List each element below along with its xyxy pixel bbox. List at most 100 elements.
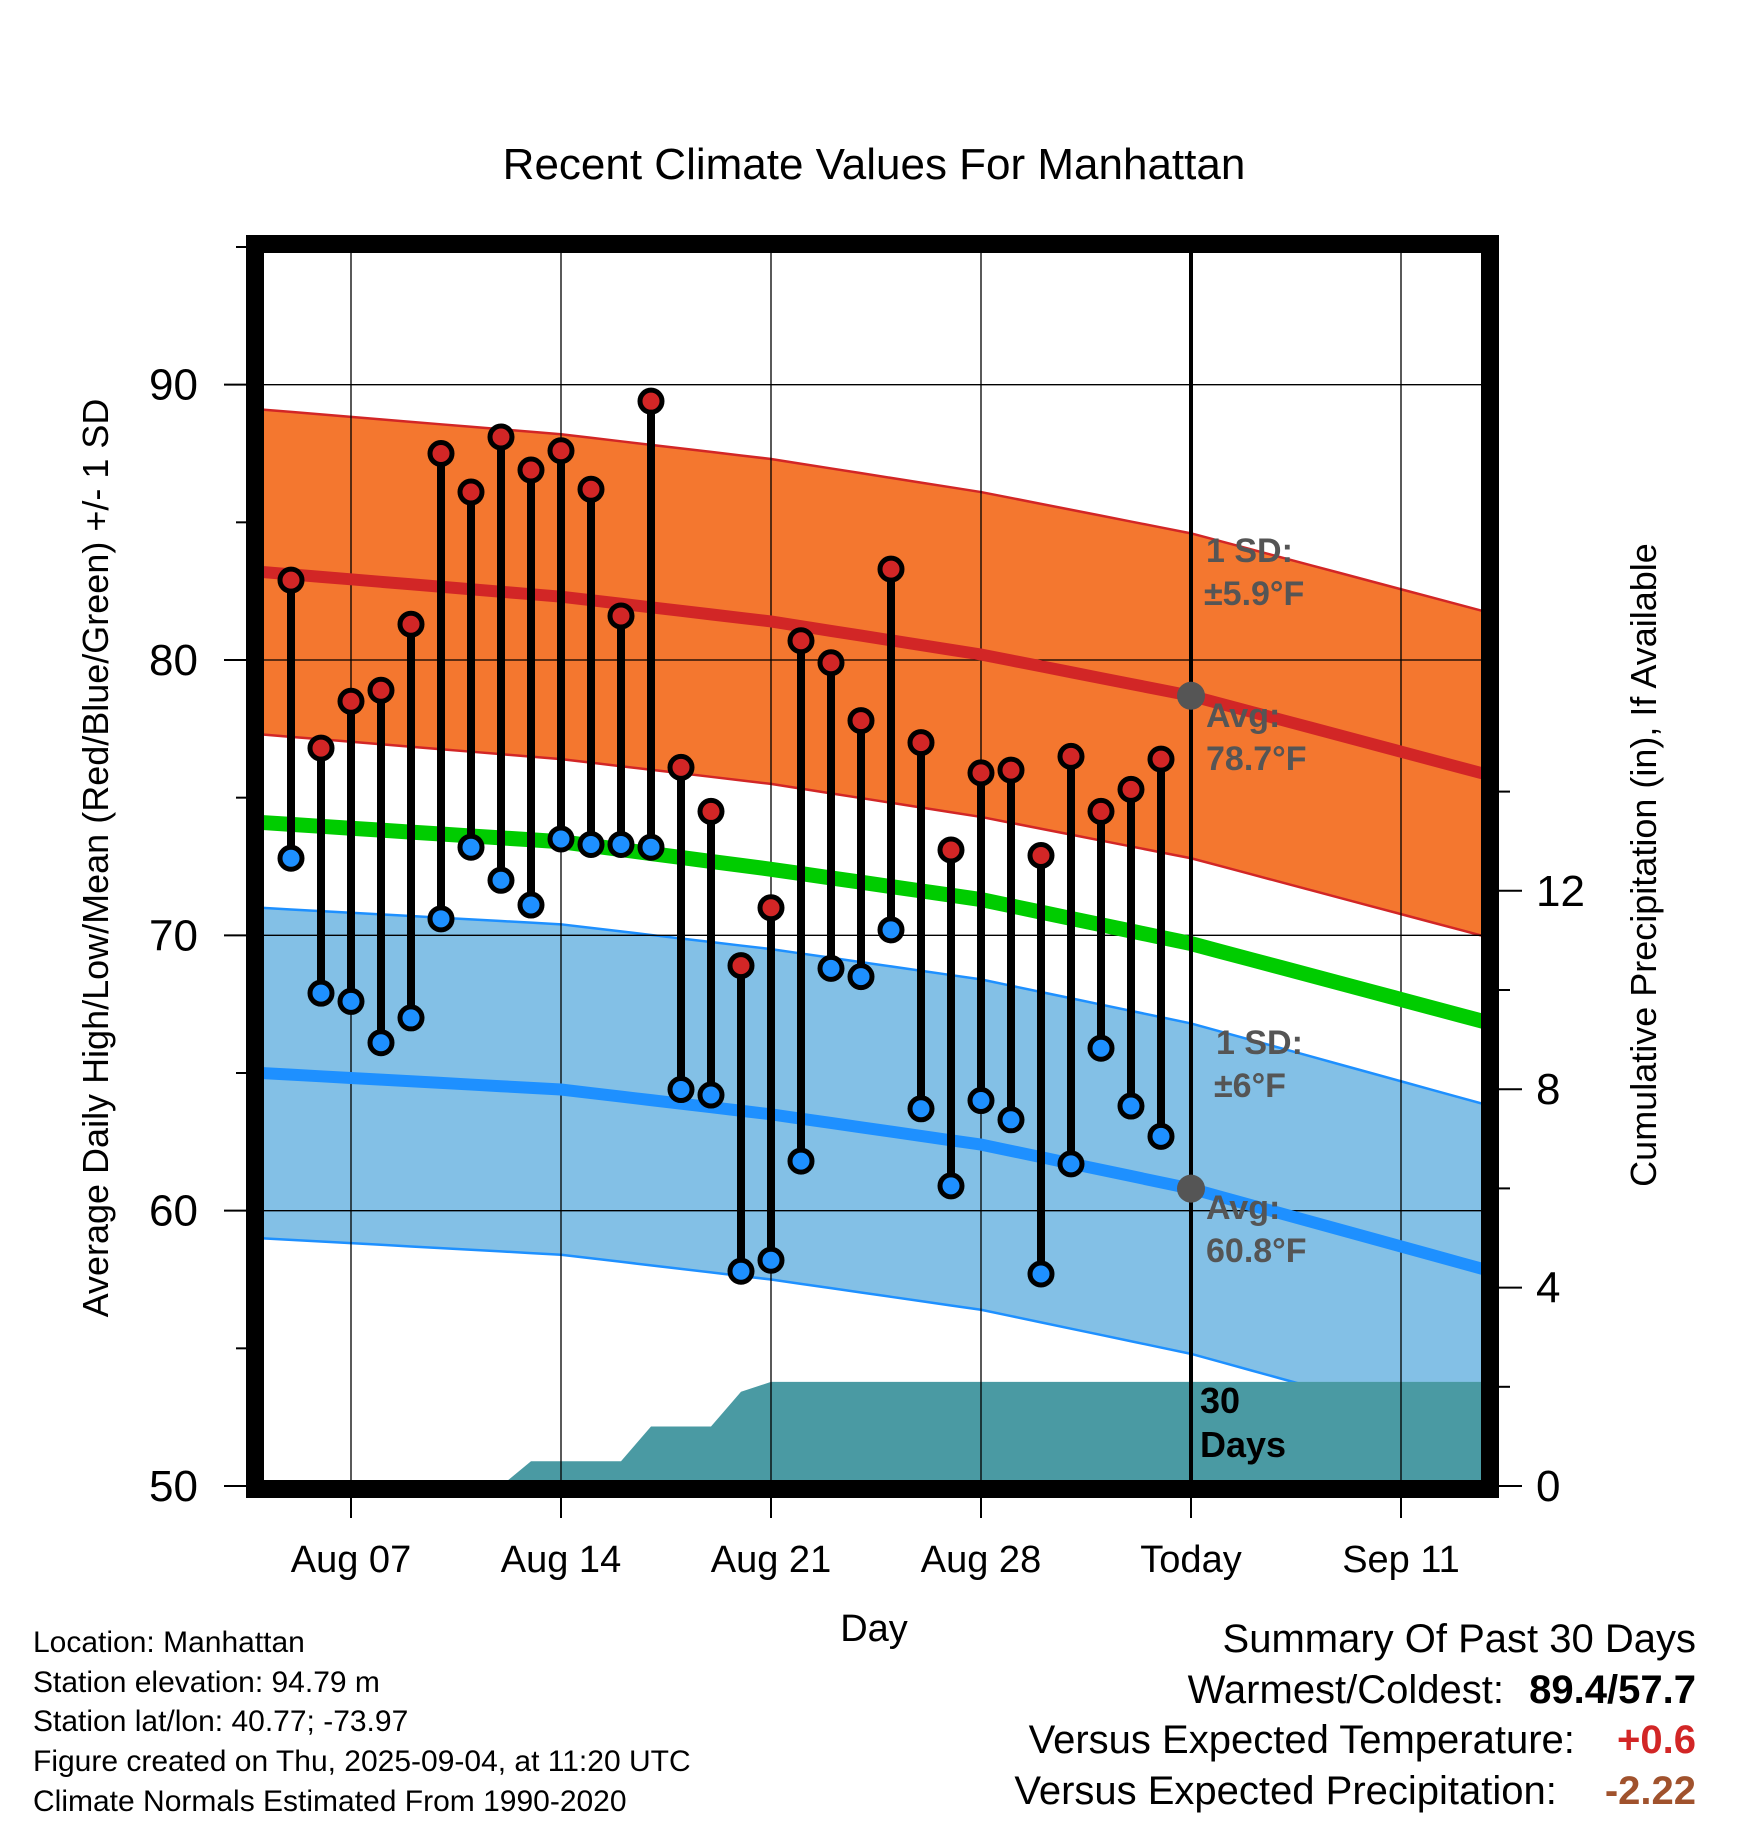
temp-anomaly-value: +0.6 (1617, 1718, 1696, 1762)
low-avg-value: 60.8°F (1206, 1232, 1307, 1270)
x-tick-label: Aug 07 (291, 1539, 411, 1581)
meta-created: Figure created on Thu, 2025-09-04, at 11… (33, 1745, 691, 1778)
meta-location: Location: Manhattan (33, 1626, 305, 1659)
daily-low-point (937, 1172, 965, 1200)
warm-cold-label: Warmest/Coldest: (1187, 1668, 1505, 1712)
daily-low-point (1147, 1122, 1175, 1150)
daily-low-point (667, 1076, 695, 1104)
low-sd-value: ±6°F (1214, 1067, 1286, 1105)
x-axis-label: Day (840, 1608, 908, 1650)
daily-high-point (847, 707, 875, 735)
meta-elevation: Station elevation: 94.79 m (33, 1666, 380, 1699)
y-tick-label: 80 (149, 636, 198, 685)
precip-label: Versus Expected Precipitation: (1014, 1769, 1557, 1813)
x-tick-label: Today (1140, 1539, 1241, 1581)
daily-high-point (367, 676, 395, 704)
daily-low-point (457, 833, 485, 861)
daily-high-point (547, 437, 575, 465)
daily-low-point (367, 1029, 395, 1057)
daily-low-point (1057, 1150, 1085, 1178)
daily-low-point (637, 833, 665, 861)
y-axis-label: Average Daily High/Low/Mean (Red/Blue/Gr… (75, 398, 116, 1318)
x-tick-label: Sep 11 (1342, 1539, 1460, 1581)
daily-high-point (637, 387, 665, 415)
daily-low-point (787, 1147, 815, 1175)
low-band-upper-edge (260, 906, 1487, 1107)
high-avg-value: 78.7°F (1206, 740, 1307, 778)
y-tick-label: 70 (149, 911, 198, 960)
daily-low-point (1087, 1034, 1115, 1062)
daily-high-point (817, 649, 845, 677)
y2-axis-label: Cumulative Precipitation (in), If Availa… (1623, 543, 1664, 1187)
window-label-number: 30 (1200, 1380, 1241, 1421)
y2-tick-label: 0 (1536, 1462, 1560, 1511)
meta-normals: Climate Normals Estimated From 1990-2020 (33, 1785, 627, 1818)
daily-low-point (547, 825, 575, 853)
plot-area (258, 247, 1487, 1486)
daily-high-point (1057, 742, 1085, 770)
warm-cold-slash: / (1607, 1668, 1619, 1712)
high-sd-band (261, 409, 1487, 938)
daily-low-point (847, 963, 875, 991)
low-avg-label: Avg: (1206, 1189, 1281, 1227)
plot-frame (246, 235, 1499, 1498)
daily-high-point (937, 836, 965, 864)
daily-low-point (277, 844, 305, 872)
daily-high-point (427, 440, 455, 467)
high-band-upper-edge (260, 408, 1487, 614)
daily-low-point (307, 979, 335, 1007)
today-high-avg-marker (1177, 681, 1205, 710)
today-low-avg-marker (1177, 1174, 1205, 1203)
daily-high-point (337, 687, 365, 715)
daily-high-point (907, 729, 935, 757)
precip-anomaly-value: -2.22 (1604, 1769, 1696, 1813)
low-sd-band (261, 907, 1487, 1436)
daily-low-point (427, 905, 455, 933)
daily-low-point (877, 916, 905, 944)
daily-high-point (877, 555, 905, 583)
daily-high-point (487, 423, 515, 451)
high-sd-label: 1 SD: (1206, 532, 1293, 570)
daily-low-point (607, 830, 635, 858)
daily-high-point (727, 952, 755, 980)
high-sd-value: ±5.9°F (1204, 575, 1305, 613)
high-band-lower-edge (260, 733, 1487, 939)
daily-high-point (277, 566, 305, 594)
meta-latlon: Station lat/lon: 40.77; -73.97 (33, 1705, 409, 1738)
daily-high-point (1087, 797, 1115, 825)
x-tick-label: Aug 28 (921, 1539, 1041, 1581)
daily-high-point (457, 478, 485, 506)
daily-high-point (667, 753, 695, 781)
daily-high-point (967, 759, 995, 787)
daily-high-point (787, 627, 815, 655)
x-tick-label: Aug 21 (711, 1539, 831, 1581)
low-band-lower-edge (260, 1236, 1487, 1437)
low-sd-label: 1 SD: (1216, 1024, 1303, 1062)
x-tick-label: Aug 14 (501, 1539, 621, 1581)
daily-low-point (817, 954, 845, 982)
window-label-days: Days (1200, 1424, 1287, 1465)
y2-tick-label: 8 (1536, 1065, 1560, 1114)
daily-high-point (1027, 841, 1055, 869)
daily-observations (277, 387, 1175, 1288)
daily-low-point (1027, 1260, 1055, 1288)
daily-high-point (997, 756, 1025, 784)
summary-temp: Versus Expected Temperature: +0.6 (1029, 1718, 1696, 1763)
daily-low-point (487, 866, 515, 894)
chart-title: Recent Climate Values For Manhattan (502, 140, 1246, 189)
y2-tick-label: 4 (1536, 1264, 1560, 1313)
summary-title: Summary Of Past 30 Days (1222, 1617, 1696, 1661)
daily-high-point (697, 797, 725, 825)
daily-low-point (727, 1257, 755, 1285)
temp-label: Versus Expected Temperature: (1028, 1718, 1575, 1762)
daily-high-point (397, 610, 425, 638)
daily-high-point (757, 894, 785, 922)
daily-high-point (607, 602, 635, 630)
daily-high-point (577, 475, 605, 503)
daily-low-point (757, 1246, 785, 1274)
y2-tick-label: 12 (1536, 867, 1585, 916)
daily-low-point (517, 891, 545, 919)
coldest-value: 57.7 (1618, 1668, 1696, 1712)
axis-ticks: 90 80 70 60 50 12 8 4 0 Aug 07 Aug 14 Aug 21 Aug 28 T… (149, 246, 1585, 1581)
